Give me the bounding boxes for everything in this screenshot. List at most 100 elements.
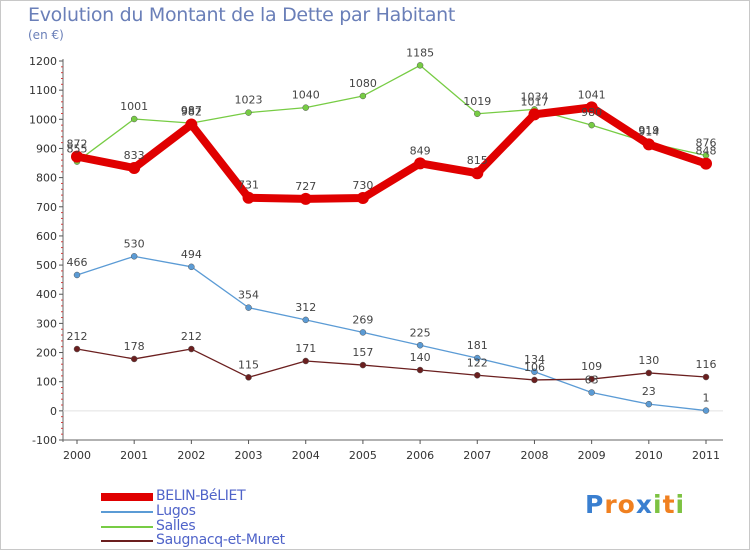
y-tick-label: 0	[50, 405, 57, 418]
data-point-salles	[130, 115, 138, 123]
data-point-lugos	[588, 389, 595, 396]
x-tick-label: 2002	[177, 449, 205, 462]
data-label-salles: 1019	[463, 95, 491, 108]
data-label-saugnacq-et-muret: 212	[67, 330, 88, 343]
y-tick-label: 900	[36, 142, 57, 155]
x-tick-label: 2000	[63, 449, 91, 462]
data-label-salles: 855	[67, 143, 88, 156]
data-point-lugos	[645, 400, 653, 408]
data-label-belin-beliet: 849	[410, 144, 431, 157]
data-label-saugnacq-et-muret: 140	[410, 351, 431, 364]
legend-label-lugos: Lugos	[156, 503, 196, 519]
data-label-belin-beliet: 815	[467, 154, 488, 167]
data-point-saugnacq-et-muret	[531, 376, 538, 384]
data-label-lugos: 181	[467, 339, 488, 352]
data-point-saugnacq-et-muret	[188, 345, 195, 353]
y-tick-label: 500	[36, 259, 57, 272]
data-point-salles	[474, 110, 481, 118]
data-point-belin-beliet	[471, 167, 484, 180]
data-label-belin-beliet: 848	[696, 145, 717, 158]
data-label-saugnacq-et-muret: 171	[295, 342, 316, 355]
data-label-lugos: 530	[124, 237, 145, 250]
data-label-lugos: 494	[181, 248, 202, 261]
data-label-lugos: 225	[410, 326, 431, 339]
data-label-saugnacq-et-muret: 115	[238, 358, 259, 371]
data-label-saugnacq-et-muret: 178	[124, 340, 145, 353]
data-label-belin-beliet: 1017	[520, 95, 548, 108]
data-point-saugnacq-et-muret	[588, 375, 595, 383]
data-label-lugos: 269	[352, 313, 373, 326]
data-label-saugnacq-et-muret: 122	[467, 356, 488, 369]
data-point-salles	[588, 121, 595, 129]
logo-letter: t	[662, 490, 676, 519]
y-tick-label: 1000	[29, 113, 57, 126]
data-label-belin-beliet: 872	[67, 138, 88, 151]
data-point-belin-beliet	[71, 150, 83, 163]
y-tick-label: 200	[36, 347, 57, 360]
data-label-lugos: 312	[295, 301, 316, 314]
data-point-belin-beliet	[585, 101, 598, 114]
data-point-lugos	[359, 329, 367, 336]
x-tick-label: 2006	[406, 449, 434, 462]
logo-letter: o	[617, 490, 636, 519]
data-point-belin-beliet	[242, 191, 255, 204]
y-tick-label: -100	[32, 434, 57, 447]
data-label-salles: 1034	[520, 90, 548, 103]
data-point-saugnacq-et-muret	[474, 372, 481, 379]
data-point-salles	[359, 92, 367, 100]
data-point-belin-beliet	[299, 192, 312, 205]
data-point-saugnacq-et-muret	[645, 369, 653, 377]
data-point-belin-beliet	[642, 138, 655, 151]
x-tick-label: 2005	[349, 449, 377, 462]
legend-swatch-saugnacq-et-muret	[101, 540, 153, 542]
series-line-salles	[76, 64, 707, 163]
data-label-saugnacq-et-muret: 157	[352, 346, 373, 359]
data-label-lugos: 63	[585, 373, 599, 386]
logo-letter: x	[635, 490, 653, 519]
y-tick-label: 1200	[29, 55, 57, 68]
data-point-salles	[245, 109, 252, 116]
data-point-saugnacq-et-muret	[73, 345, 81, 353]
x-tick-label: 2009	[578, 449, 606, 462]
data-label-belin-beliet: 730	[352, 179, 373, 192]
data-label-lugos: 466	[67, 256, 88, 269]
logo-letter: P	[585, 490, 605, 519]
data-label-saugnacq-et-muret: 212	[181, 330, 202, 343]
x-tick-label: 2003	[235, 449, 263, 462]
data-label-salles: 876	[696, 136, 717, 149]
data-point-lugos	[188, 263, 195, 271]
data-point-salles	[416, 62, 424, 69]
x-tick-label: 2004	[292, 449, 320, 462]
legend-swatch-lugos	[101, 511, 153, 513]
x-tick-label: 2010	[635, 449, 663, 462]
data-label-salles: 1080	[349, 77, 377, 90]
data-point-belin-beliet	[414, 157, 427, 170]
chart-title: Evolution du Montant de la Dette par Hab…	[28, 4, 456, 26]
y-tick-label: 400	[36, 288, 57, 301]
data-point-lugos	[130, 253, 138, 260]
y-tick-label: 100	[36, 376, 57, 389]
data-label-belin-beliet: 982	[181, 106, 202, 119]
data-label-saugnacq-et-muret: 116	[696, 358, 717, 371]
data-point-lugos	[302, 316, 309, 324]
data-label-belin-beliet: 731	[238, 179, 259, 192]
data-label-salles: 987	[181, 104, 202, 117]
data-point-salles	[302, 104, 309, 111]
logo-letter: i	[653, 490, 663, 519]
data-label-belin-beliet: 727	[295, 180, 316, 193]
data-label-salles: 919	[638, 124, 659, 137]
logo-letter: r	[604, 490, 618, 519]
data-label-salles: 1001	[120, 100, 148, 113]
x-tick-label: 2001	[120, 449, 148, 462]
data-point-belin-beliet	[185, 118, 198, 131]
logo-letter: i	[675, 490, 686, 519]
data-label-lugos: 354	[238, 289, 259, 302]
chart-subtitle: (en €)	[28, 28, 64, 42]
data-label-lugos: 134	[524, 353, 545, 366]
data-label-saugnacq-et-muret: 109	[581, 360, 602, 373]
data-point-belin-beliet	[356, 192, 369, 205]
series-line-lugos	[76, 255, 707, 412]
data-point-lugos	[73, 271, 81, 279]
